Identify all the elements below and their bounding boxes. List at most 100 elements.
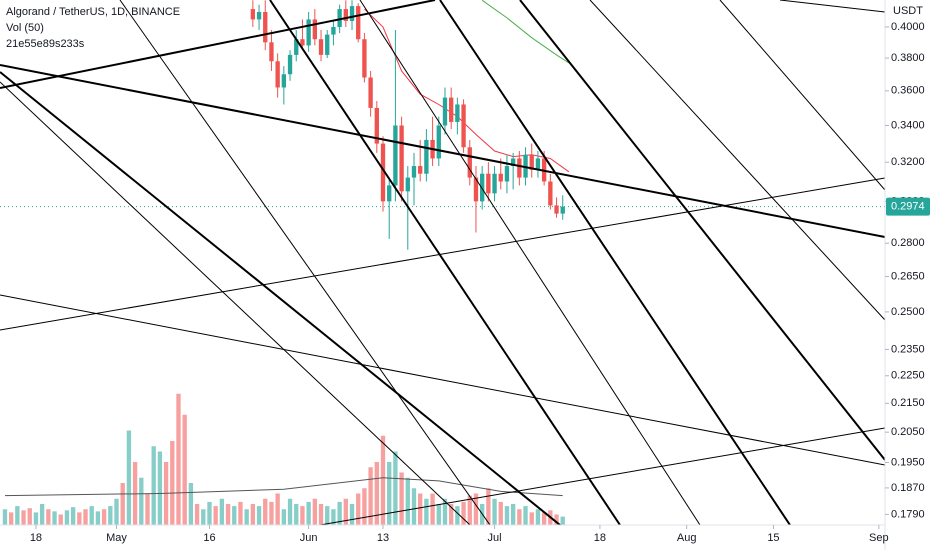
- candle-body: [449, 97, 454, 122]
- volume-bar: [517, 509, 522, 525]
- y-tick-label: 0.2800: [891, 237, 925, 249]
- x-tick-label: 16: [203, 532, 215, 544]
- candle-body: [325, 34, 330, 55]
- candle-body: [418, 166, 423, 174]
- volume-bar: [89, 506, 94, 525]
- candle-body: [504, 166, 510, 182]
- volume-bar: [101, 509, 107, 525]
- candle-body: [337, 9, 342, 27]
- y-tick-label: 0.4000: [891, 21, 925, 33]
- volume-bar: [219, 498, 225, 525]
- volume-bar: [461, 501, 466, 525]
- volume-bar: [83, 509, 88, 525]
- candle-body: [393, 125, 398, 186]
- volume-bar: [176, 393, 181, 525]
- volume-bar: [455, 506, 460, 525]
- candle-body: [318, 39, 324, 55]
- volume-bar: [294, 504, 299, 525]
- candle-body: [331, 26, 336, 35]
- candle-body: [442, 97, 448, 126]
- chart-title: Algorand / TetherUS, 1D, BINANCE: [6, 6, 180, 18]
- volume-bar: [269, 501, 274, 525]
- candle-body: [424, 139, 429, 174]
- candle-body: [380, 143, 386, 202]
- candle-body: [548, 181, 553, 206]
- trend-line: [119, 0, 491, 525]
- volume-bar: [256, 506, 262, 525]
- y-tick-label: 0.2500: [891, 306, 925, 318]
- indicator-label: Vol (50): [6, 22, 44, 34]
- trend-line: [779, 0, 885, 13]
- volume-bar: [201, 509, 206, 525]
- volume-bar: [8, 512, 14, 525]
- candle-body: [287, 54, 293, 75]
- candle-body: [535, 158, 541, 170]
- volume-bar: [188, 483, 194, 525]
- volume-bar: [250, 504, 256, 525]
- x-tick-label: 18: [30, 532, 42, 544]
- volume-bar: [442, 498, 448, 525]
- y-tick-label: 0.3800: [891, 52, 925, 64]
- trend-line: [359, 0, 701, 525]
- y-tick-label: 0.3600: [891, 85, 925, 97]
- candle-body: [306, 19, 311, 46]
- trend-line: [0, 0, 436, 89]
- volume-bar: [151, 446, 156, 525]
- volume-bar: [263, 498, 268, 525]
- volume-bar: [554, 514, 559, 525]
- candle-body: [529, 154, 534, 170]
- volume-bar: [473, 493, 479, 525]
- trend-line: [719, 0, 885, 191]
- candle-body: [250, 9, 256, 20]
- trend-line: [0, 64, 885, 238]
- volume-bar: [449, 504, 454, 525]
- candle-body: [467, 147, 472, 178]
- volume-bar: [126, 430, 132, 525]
- y-tick-label: 0.3400: [891, 119, 925, 131]
- trend-line: [0, 71, 561, 525]
- trend-line: [519, 0, 885, 461]
- y-tick-label: 0.2050: [891, 426, 925, 438]
- candle-body: [294, 39, 299, 55]
- volume-bar: [498, 501, 503, 525]
- volume-bar: [405, 477, 410, 525]
- candle-body: [387, 185, 392, 202]
- candle-body: [461, 104, 466, 148]
- candle-body: [269, 42, 274, 62]
- volume-bar: [387, 462, 392, 525]
- candle-body: [486, 173, 491, 194]
- volume-bar: [120, 483, 125, 525]
- candle-body: [300, 39, 305, 46]
- trend-line: [589, 0, 885, 321]
- candle-body: [368, 77, 373, 108]
- candle-body: [560, 206, 565, 214]
- candle-body: [263, 12, 268, 43]
- volume-bar: [343, 498, 348, 525]
- candle-body: [411, 166, 417, 178]
- candle-body: [356, 6, 361, 40]
- candle-body: [312, 19, 318, 40]
- volume-bar: [424, 498, 429, 525]
- volume-bar: [349, 504, 355, 525]
- y-tick-label: 0.1950: [891, 456, 925, 468]
- candle-body: [256, 12, 262, 20]
- candle-body: [349, 6, 355, 21]
- volume-bar: [312, 498, 318, 525]
- volume-bar: [418, 493, 423, 525]
- price-layer: [0, 0, 885, 250]
- candle-body: [281, 74, 287, 88]
- volume-bar: [64, 510, 70, 525]
- y-tick-label: 0.2350: [891, 343, 925, 355]
- volume-bar: [27, 508, 32, 525]
- volume-bar: [145, 493, 150, 525]
- candle-body: [374, 107, 379, 144]
- candle-body: [517, 158, 522, 178]
- volume-bar: [213, 506, 218, 525]
- volume-bar: [139, 477, 144, 525]
- volume-bar: [170, 441, 175, 525]
- candle-body: [479, 173, 485, 202]
- volume-bar: [331, 509, 336, 525]
- trend-line: [319, 427, 885, 525]
- volume-bar: [399, 472, 404, 525]
- volume-bar: [380, 435, 386, 525]
